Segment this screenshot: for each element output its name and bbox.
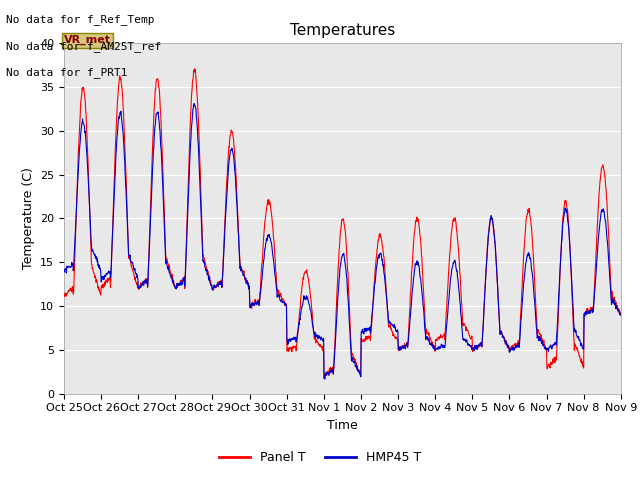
- Text: VR_met: VR_met: [64, 35, 111, 46]
- Legend: Panel T, HMP45 T: Panel T, HMP45 T: [214, 446, 426, 469]
- Text: No data for f_AM25T_ref: No data for f_AM25T_ref: [6, 41, 162, 52]
- X-axis label: Time: Time: [327, 419, 358, 432]
- Text: No data for f_Ref_Temp: No data for f_Ref_Temp: [6, 14, 155, 25]
- Text: No data for f_PRT1: No data for f_PRT1: [6, 67, 128, 78]
- Y-axis label: Temperature (C): Temperature (C): [22, 168, 35, 269]
- Title: Temperatures: Temperatures: [290, 23, 395, 38]
